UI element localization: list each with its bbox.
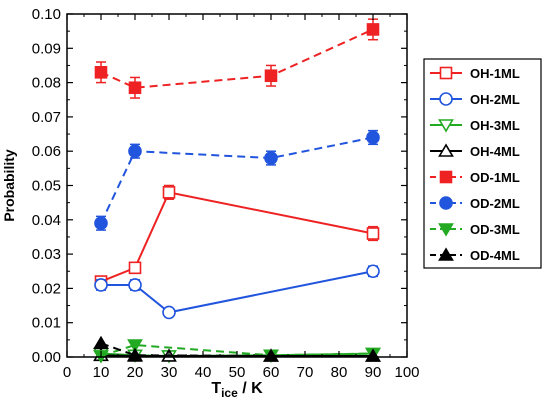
data-point: [264, 151, 278, 165]
series-od-1ml: [94, 18, 380, 99]
data-point: [264, 69, 278, 83]
data-point: [162, 305, 176, 320]
x-tick-label: 40: [195, 364, 212, 381]
legend-entry-od-3ml: OD-3ML: [430, 222, 520, 237]
y-tick-label: 0.03: [32, 246, 61, 263]
x-tick-label: 60: [263, 364, 280, 381]
y-tick-label: 0.05: [32, 178, 61, 195]
y-tick-label: 0.07: [32, 109, 61, 126]
y-tick-label: 0.01: [32, 315, 61, 332]
legend-marker: [438, 223, 454, 237]
legend-label: OH-1ML: [470, 66, 520, 81]
y-axis-title: Probability: [1, 149, 17, 222]
data-point: [94, 66, 108, 79]
legend-label: OD-2ML: [470, 196, 520, 211]
legend-label: OH-3ML: [470, 118, 520, 133]
legend-entry-oh-3ml: OH-3ML: [430, 118, 520, 133]
data-point: [366, 130, 380, 145]
x-tick-label: 90: [365, 364, 382, 381]
x-tick-label: 30: [161, 364, 178, 381]
plot-area: [93, 18, 381, 364]
data-point: [366, 23, 380, 36]
x-tick-label: 100: [394, 364, 419, 381]
data-point: [93, 335, 109, 350]
data-point: [128, 278, 142, 292]
series-line: [100, 136, 374, 224]
series-line: [100, 191, 374, 283]
y-tick-label: 0.09: [32, 40, 61, 57]
legend-entry-od-4ml: OD-4ML: [430, 247, 520, 263]
legend-entry-oh-2ml: OH-2ML: [430, 92, 520, 107]
legend-marker: [439, 196, 453, 210]
legend-label: OH-4ML: [470, 144, 520, 159]
series-line: [101, 270, 374, 314]
legend-marker: [438, 143, 454, 157]
series-od-2ml: [94, 129, 380, 231]
x-tick-label: 20: [127, 364, 144, 381]
data-point: [94, 278, 108, 292]
y-tick-label: 0.10: [32, 6, 61, 23]
legend-label: OD-1ML: [470, 170, 520, 185]
x-axis-title-subscript: ice: [221, 386, 238, 400]
data-point: [128, 144, 142, 158]
legend-entry-oh-4ml: OH-4ML: [430, 143, 520, 159]
x-tick-label: 50: [229, 364, 246, 381]
y-tick-label: 0.00: [32, 349, 61, 366]
series-oh-1ml: [94, 184, 380, 288]
legend-entry-od-2ml: OD-2ML: [430, 196, 520, 211]
data-point: [162, 186, 176, 199]
x-tick-label: 0: [63, 364, 71, 381]
legend-label: OD-4ML: [470, 248, 520, 263]
data-point: [128, 261, 142, 275]
data-point: [366, 227, 380, 240]
legend-entry-oh-1ml: OH-1ML: [430, 66, 520, 81]
x-tick-label: 10: [93, 364, 110, 381]
data-point: [127, 339, 143, 353]
legend-marker: [438, 247, 454, 261]
y-tick-label: 0.08: [32, 75, 61, 92]
legend-marker: [438, 119, 454, 133]
legend-entry-od-1ml: OD-1ML: [430, 170, 520, 185]
legend-marker: [439, 170, 453, 184]
legend-label: OH-2ML: [470, 92, 520, 107]
legend: OH-1ML OH-2ML OH-3ML OH-4ML OD-1ML OD-2ML OD-3…: [423, 58, 542, 269]
y-tick-label: 0.06: [32, 143, 61, 160]
legend-label: OD-3ML: [470, 222, 520, 237]
axes: 0 10 20 30 40 50 60 70 80 90 100 0.00 0.01 0.02 0.03 0.…: [1, 6, 420, 400]
legend-marker: [439, 92, 453, 106]
x-tick-label: 80: [331, 364, 348, 381]
y-tick-label: 0.04: [32, 212, 61, 229]
data-point: [366, 264, 380, 279]
series-oh-2ml: [94, 264, 380, 320]
series-line: [100, 28, 374, 89]
x-axis-title-unit: / K: [238, 380, 263, 397]
x-axis-title-main: T: [211, 380, 221, 397]
data-point: [94, 216, 108, 231]
data-point: [128, 81, 142, 95]
x-axis-title: Tice / K: [211, 380, 263, 400]
x-tick-label: 70: [297, 364, 314, 381]
y-tick-label: 0.02: [32, 280, 61, 297]
legend-marker: [439, 66, 453, 80]
